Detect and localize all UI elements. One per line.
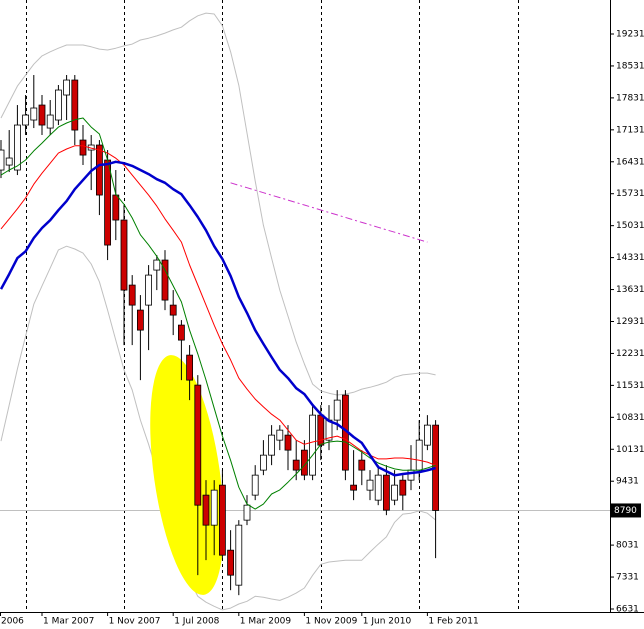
- candle-body: [71, 79, 79, 131]
- candle-body: [5, 157, 13, 166]
- candle-body: [161, 259, 169, 301]
- y-tick-label: 12931: [616, 317, 644, 327]
- candle-body: [153, 259, 161, 271]
- y-tick-label: 6631: [616, 604, 639, 614]
- x-tick-label: 1 Jun 2010: [363, 617, 412, 627]
- highlight-ellipse: [150, 355, 224, 595]
- y-tick-label: 9431: [616, 477, 639, 487]
- y-tick-label: 16431: [616, 157, 644, 167]
- x-tick-label: 1 Nov 2009: [305, 617, 357, 627]
- candle-body: [423, 424, 431, 446]
- y-tick-label: 13631: [616, 285, 644, 295]
- x-tick-label: 1 Mar 2007: [43, 617, 94, 627]
- y-tick-label: 19231: [616, 29, 644, 39]
- candle-body: [309, 414, 317, 476]
- candle-body: [300, 449, 308, 476]
- y-tick-label: 7331: [616, 573, 639, 583]
- candle-body: [218, 484, 226, 556]
- indicator-line: [0, 160, 436, 477]
- candle-body: [120, 219, 128, 291]
- candle-body: [259, 454, 267, 471]
- candle-body: [284, 434, 292, 451]
- candle-body: [30, 107, 38, 121]
- plot-over: [0, 75, 440, 596]
- y-tick-label: 10831: [616, 413, 644, 423]
- candle-body: [202, 494, 210, 526]
- indicator-line: [0, 117, 436, 510]
- candle-body: [350, 484, 358, 491]
- price-label: 8790: [614, 506, 637, 516]
- y-tick-label: 8031: [616, 541, 639, 551]
- candle-body: [382, 474, 390, 511]
- y-tick-label: 15031: [616, 221, 644, 231]
- y-tick-label: 14331: [616, 253, 644, 263]
- y-tick-label: 10131: [616, 445, 644, 455]
- candle-body: [0, 149, 5, 171]
- candle-body: [63, 79, 70, 96]
- candle-body: [235, 524, 243, 586]
- candle-body: [227, 549, 235, 576]
- candle-body: [366, 479, 374, 491]
- candle-body: [186, 354, 194, 381]
- candle-body: [415, 439, 423, 471]
- candle-body: [13, 124, 21, 171]
- candle-body: [128, 284, 136, 306]
- candle-body: [358, 459, 366, 471]
- y-tick-label: 15731: [616, 189, 644, 199]
- x-tick-label: 1 Jul 2008: [174, 617, 219, 627]
- candle-body: [333, 399, 341, 421]
- candle-body: [104, 159, 111, 246]
- x-tick-label: 1 Nov 2007: [109, 617, 161, 627]
- candle-body: [38, 104, 46, 126]
- candle-body: [79, 139, 87, 156]
- candle-body: [374, 474, 382, 501]
- candle-body: [136, 309, 144, 331]
- indicator-line: [0, 145, 436, 466]
- candle-body: [177, 324, 185, 341]
- candle-body: [55, 89, 62, 121]
- candle-body: [210, 489, 218, 526]
- candle-body: [292, 459, 300, 471]
- candle-body: [145, 274, 153, 306]
- y-tick-label: 17831: [616, 93, 644, 103]
- x-tick-label: 1 Feb 2011: [428, 617, 478, 627]
- candle-body: [46, 114, 54, 129]
- y-tick-label: 18531: [616, 61, 644, 71]
- x-tick-label: 2006: [1, 617, 24, 627]
- candle-body: [251, 474, 259, 496]
- candle-body: [243, 504, 251, 521]
- candle-body: [22, 114, 30, 126]
- candle-body: [194, 384, 202, 506]
- y-tick-label: 11531: [616, 381, 644, 391]
- indicator-line: [0, 245, 436, 611]
- indicator-line: [0, 12, 436, 396]
- candle-body: [276, 429, 284, 441]
- candle-body: [169, 304, 177, 316]
- candle-body: [399, 479, 407, 496]
- y-tick-label: 12231: [616, 349, 644, 359]
- candle-body: [96, 144, 103, 196]
- indicator-line: [230, 182, 428, 243]
- candle-body: [391, 484, 399, 501]
- candle-body: [268, 434, 276, 456]
- candle-body: [112, 194, 120, 221]
- x-tick-label: 1 Mar 2009: [240, 617, 292, 627]
- price-label-box: [611, 503, 641, 518]
- y-tick-label: 17131: [616, 125, 644, 135]
